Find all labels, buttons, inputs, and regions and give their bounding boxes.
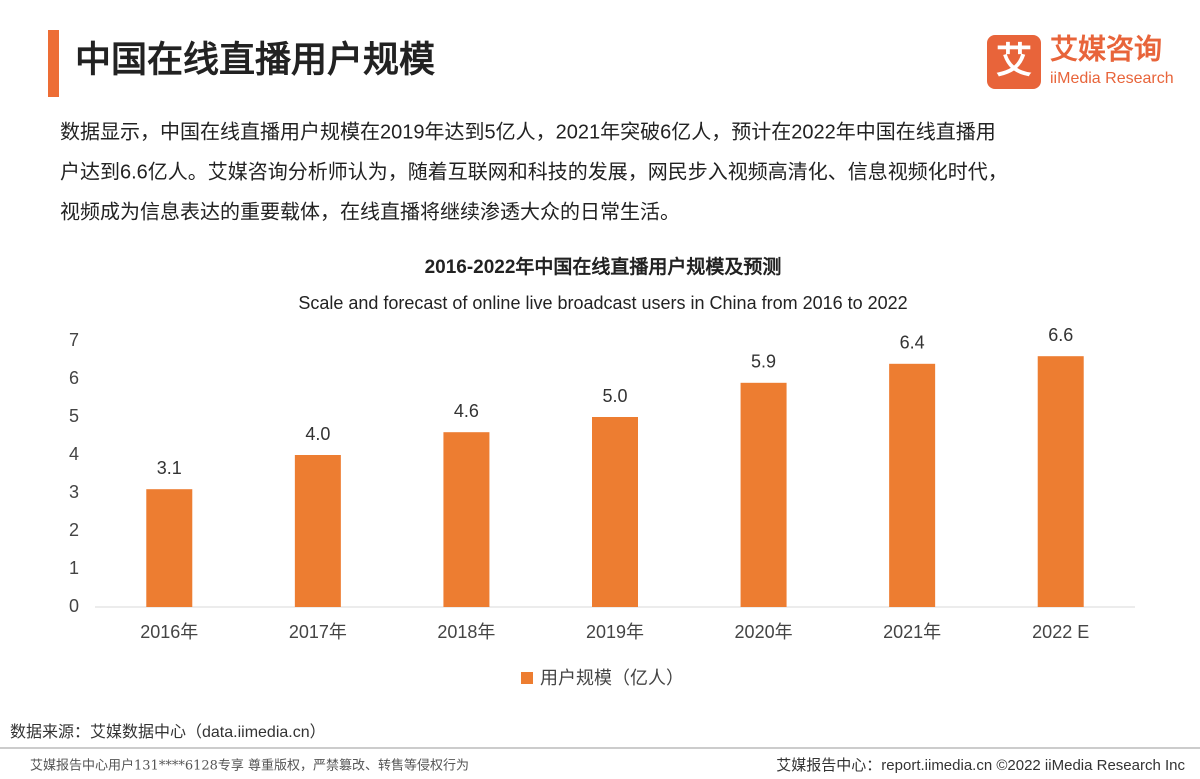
paragraph-line: 数据显示，中国在线直播用户规模在2019年达到5亿人，2021年突破6亿人，预计… bbox=[60, 120, 996, 143]
y-tick-label: 2 bbox=[69, 520, 79, 540]
value-label: 5.9 bbox=[751, 352, 776, 372]
chart-title: 2016-2022年中国在线直播用户规模及预测 bbox=[425, 255, 782, 278]
value-label: 5.0 bbox=[602, 386, 627, 406]
bar bbox=[443, 432, 490, 607]
bar bbox=[740, 382, 787, 607]
y-tick-label: 6 bbox=[69, 368, 79, 388]
x-tick-label: 2016年 bbox=[140, 622, 198, 642]
logo-cn: 艾媒咨询 bbox=[1050, 33, 1162, 64]
paragraph-line: 视频成为信息表达的重要载体，在线直播将继续渗透大众的日常生活。 bbox=[60, 200, 680, 223]
value-label: 4.0 bbox=[305, 424, 330, 444]
chart-subtitle: Scale and forecast of online live broadc… bbox=[298, 293, 907, 313]
x-tick-label: 2020年 bbox=[735, 622, 793, 642]
paragraph-line: 户达到6.6亿人。艾媒咨询分析师认为，随着互联网和科技的发展，网民步入视频高清化… bbox=[60, 160, 1008, 183]
y-tick-label: 7 bbox=[69, 330, 79, 350]
bar bbox=[592, 417, 638, 607]
bar bbox=[294, 455, 341, 607]
legend-label: 用户规模（亿人） bbox=[540, 668, 684, 688]
y-tick-label: 5 bbox=[69, 406, 79, 426]
value-label: 3.1 bbox=[157, 458, 182, 478]
y-tick-label: 4 bbox=[69, 444, 79, 464]
x-tick-label: 2017年 bbox=[289, 622, 347, 642]
footer-left: 艾媒报告中心用户131****6128专享 尊重版权，严禁篡改、转售等侵权行为 bbox=[30, 758, 469, 774]
value-label: 6.6 bbox=[1048, 325, 1073, 345]
y-tick-label: 3 bbox=[69, 482, 79, 502]
y-tick-label: 1 bbox=[69, 558, 79, 578]
footer-right: 艾媒报告中心：report.iimedia.cn ©2022 iiMedia R… bbox=[776, 757, 1185, 774]
page-title: 中国在线直播用户规模 bbox=[75, 39, 435, 80]
y-tick-label: 0 bbox=[69, 596, 79, 616]
value-label: 6.4 bbox=[900, 333, 925, 353]
title-accent bbox=[48, 30, 59, 97]
logo-mark: 艾 bbox=[996, 40, 1032, 81]
x-tick-label: 2022 E bbox=[1032, 622, 1089, 642]
bar bbox=[889, 363, 936, 607]
value-label: 4.6 bbox=[454, 401, 479, 421]
bar bbox=[146, 489, 193, 607]
x-tick-label: 2021年 bbox=[883, 622, 941, 642]
logo-en: iiMedia Research bbox=[1050, 70, 1174, 87]
bar bbox=[1037, 356, 1084, 607]
legend-swatch bbox=[521, 672, 533, 684]
x-tick-label: 2019年 bbox=[586, 622, 644, 642]
x-tick-label: 2018年 bbox=[437, 622, 495, 642]
source: 数据来源：艾媒数据中心（data.iimedia.cn） bbox=[10, 723, 326, 741]
logo-mark-bg bbox=[987, 35, 1041, 89]
